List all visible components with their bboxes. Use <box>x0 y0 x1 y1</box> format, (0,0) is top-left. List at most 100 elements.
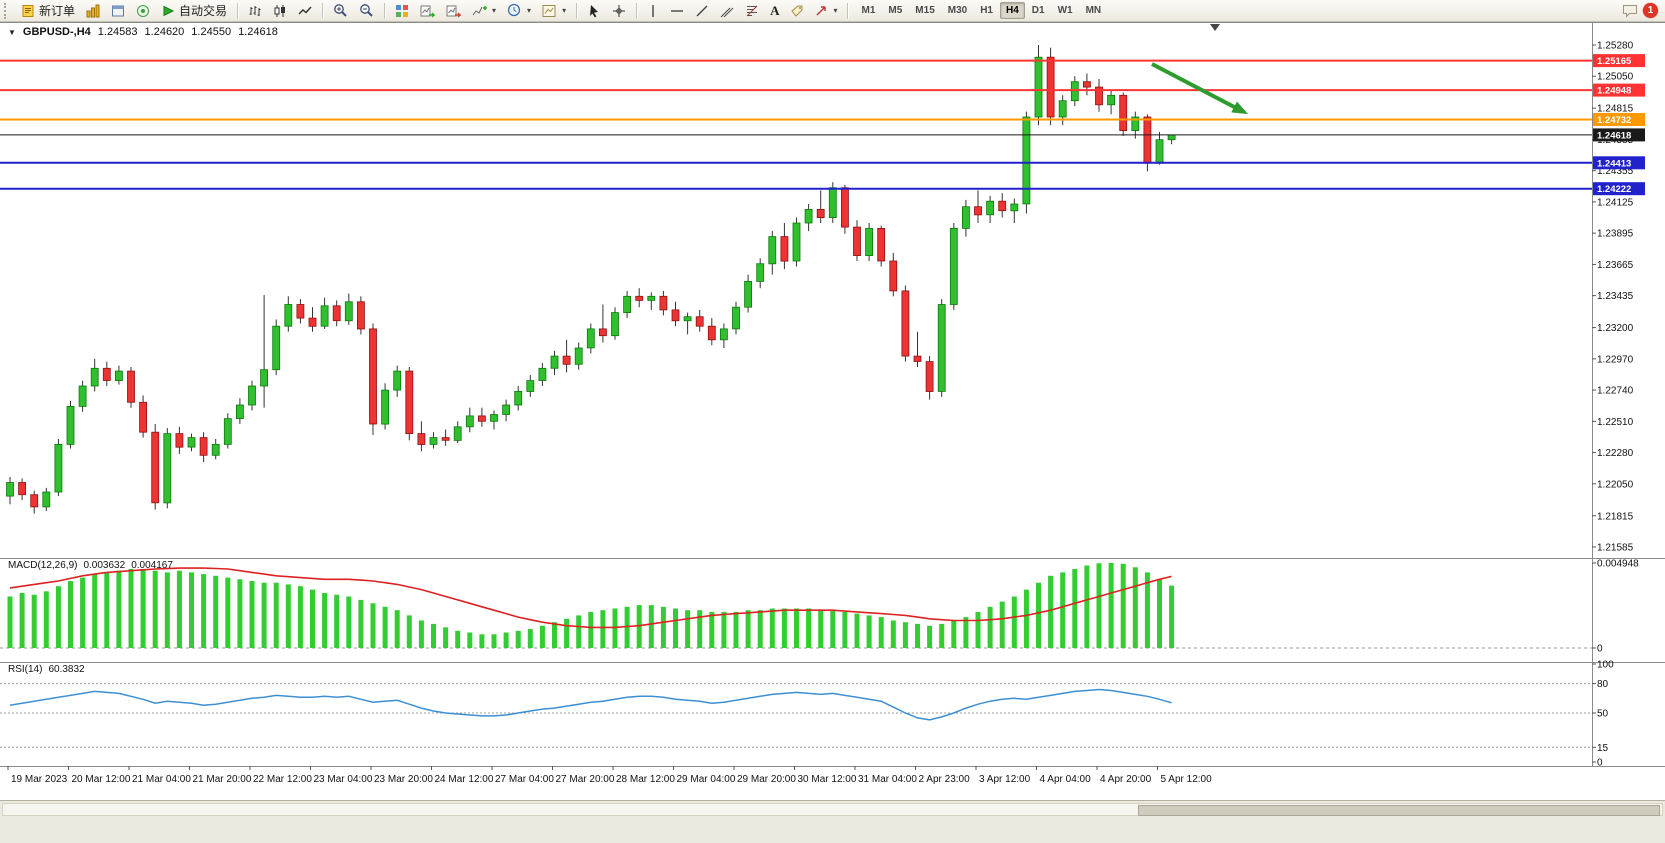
new-order-icon <box>22 4 34 17</box>
autotrading-icon <box>163 5 175 16</box>
svg-text:1.25280: 1.25280 <box>1597 41 1634 52</box>
window-bottom <box>0 800 1665 843</box>
channel-button[interactable] <box>715 0 739 21</box>
chart-shift-marker[interactable] <box>1210 24 1220 31</box>
bar-chart-icon <box>249 5 261 16</box>
svg-text:1.23665: 1.23665 <box>1597 260 1634 271</box>
timeframe-button-m5[interactable]: M5 <box>888 5 903 16</box>
timeframe-button-m1[interactable]: M1 <box>861 5 876 16</box>
fibonacci-button[interactable] <box>740 0 764 21</box>
toolbar-right: 1 <box>1622 3 1658 18</box>
vertical-line-button[interactable] <box>642 0 664 21</box>
text-tool-button[interactable]: A <box>765 0 784 21</box>
svg-text:1.25165: 1.25165 <box>1597 56 1632 67</box>
candlestick-icon <box>274 4 286 17</box>
arrows-tool-button[interactable]: ▾ <box>810 0 842 21</box>
chart-canvas[interactable]: 1.252801.250501.248151.245851.243551.241… <box>0 22 1665 800</box>
svg-text:19 Mar 2023: 19 Mar 2023 <box>11 774 68 785</box>
svg-text:0.004948: 0.004948 <box>1597 559 1639 570</box>
periods-button[interactable]: ▾ <box>502 0 536 21</box>
svg-text:1.22970: 1.22970 <box>1597 354 1634 365</box>
chart-shift-button[interactable] <box>441 0 466 21</box>
svg-text:1.21585: 1.21585 <box>1597 543 1634 554</box>
templates-button[interactable]: ▾ <box>537 0 571 21</box>
trendline-button[interactable] <box>690 0 714 21</box>
price-level-tag <box>1593 113 1645 126</box>
macd-main-value: 0.003632 <box>83 560 126 571</box>
toolbar-grip[interactable] <box>4 2 11 19</box>
chevron-down-icon: ▾ <box>833 6 838 15</box>
timeframe-button-m15[interactable]: M15 <box>915 5 935 16</box>
autotrading-button[interactable]: 自动交易 <box>156 0 232 21</box>
autotrading-label: 自动交易 <box>179 4 228 18</box>
chart-collapse-icon[interactable]: ▼ <box>8 27 16 37</box>
svg-text:100: 100 <box>1597 660 1614 671</box>
svg-text:1.24125: 1.24125 <box>1597 197 1634 208</box>
candles-layer <box>6 45 1176 514</box>
timeframe-button-d1[interactable]: D1 <box>1031 5 1045 16</box>
label-tool-button[interactable] <box>785 0 809 21</box>
svg-text:29 Mar 20:00: 29 Mar 20:00 <box>737 774 796 785</box>
navigator-icon <box>137 4 150 17</box>
price-levels: 1.25165 1.24948 1.24732 1.24618 1.24413 1.242… <box>0 54 1645 196</box>
message-icon[interactable] <box>1622 4 1638 18</box>
price-level-tag <box>1593 182 1645 196</box>
rsi-value: 60.3832 <box>48 664 85 675</box>
notification-badge[interactable]: 1 <box>1643 3 1658 18</box>
cursor-button[interactable] <box>582 0 606 21</box>
tile-windows-button[interactable] <box>390 0 414 21</box>
svg-text:29 Mar 04:00: 29 Mar 04:00 <box>677 774 736 785</box>
zoom-in-button[interactable] <box>328 0 353 21</box>
indicators-button[interactable]: ▾ <box>467 0 501 21</box>
horizontal-scrollbar[interactable] <box>2 803 1663 816</box>
chart-symbol-period: GBPUSD-,H4 <box>22 26 91 38</box>
svg-text:1.24413: 1.24413 <box>1597 158 1631 169</box>
time-axis: 19 Mar 2023 20 Mar 12:00 21 Mar 04:00 21 Ma… <box>7 766 1213 785</box>
macd-signal-value: 0.004167 <box>131 560 173 571</box>
candlestick-button[interactable] <box>268 0 292 21</box>
svg-text:20 Mar 12:00: 20 Mar 12:00 <box>72 774 131 785</box>
crosshair-icon <box>613 4 626 17</box>
svg-text:80: 80 <box>1597 679 1609 690</box>
svg-text:1.21815: 1.21815 <box>1597 511 1634 522</box>
new-order-button[interactable]: 新订单 <box>16 0 80 21</box>
fibonacci-icon <box>746 5 758 16</box>
bar-chart-button[interactable] <box>243 0 267 21</box>
profiles-button[interactable] <box>106 0 130 21</box>
chevron-down-icon: ▾ <box>492 6 497 15</box>
crosshair-button[interactable] <box>607 0 631 21</box>
toolbar-separator <box>384 2 386 19</box>
zoom-out-button[interactable] <box>354 0 379 21</box>
svg-text:1.25050: 1.25050 <box>1597 72 1634 83</box>
timeframe-button-w1[interactable]: W1 <box>1057 5 1073 16</box>
trend-arrow-annotation[interactable] <box>1151 62 1248 115</box>
text-tool-icon: A <box>770 3 780 18</box>
price-level-tag <box>1593 128 1645 142</box>
horizontal-line-icon <box>671 9 684 12</box>
toolbar-separator <box>237 2 239 19</box>
horizontal-line-button[interactable] <box>665 0 689 21</box>
label-tag-icon <box>791 5 803 17</box>
svg-text:5 Apr 12:00: 5 Apr 12:00 <box>1161 774 1213 785</box>
svg-text:1.24222: 1.24222 <box>1597 184 1631 195</box>
toolbar-separator <box>847 2 849 19</box>
timeframe-button-h4[interactable]: H4 <box>1000 2 1025 19</box>
svg-text:1.22510: 1.22510 <box>1597 417 1634 428</box>
chevron-down-icon: ▾ <box>527 6 532 15</box>
svg-text:27 Mar 04:00: 27 Mar 04:00 <box>495 774 554 785</box>
line-chart-icon <box>298 6 312 14</box>
navigator-button[interactable] <box>131 0 155 21</box>
toolbar-separator <box>322 2 324 19</box>
scrollbar-thumb[interactable] <box>1138 805 1660 816</box>
macd-label: MACD(12,26,9) 0.003632 0.004167 <box>8 560 173 571</box>
svg-text:1.23435: 1.23435 <box>1597 291 1634 302</box>
svg-text:21 Mar 04:00: 21 Mar 04:00 <box>132 774 191 785</box>
templates-icon <box>542 4 556 17</box>
timeframe-button-h1[interactable]: H1 <box>980 5 993 16</box>
timeframe-button-m30[interactable]: M30 <box>947 5 968 16</box>
timeframe-button-mn[interactable]: MN <box>1085 5 1102 16</box>
zoom-in-icon <box>334 4 347 17</box>
auto-scroll-button[interactable] <box>415 0 440 21</box>
charts-button[interactable] <box>81 0 105 21</box>
line-chart-button[interactable] <box>293 0 317 21</box>
